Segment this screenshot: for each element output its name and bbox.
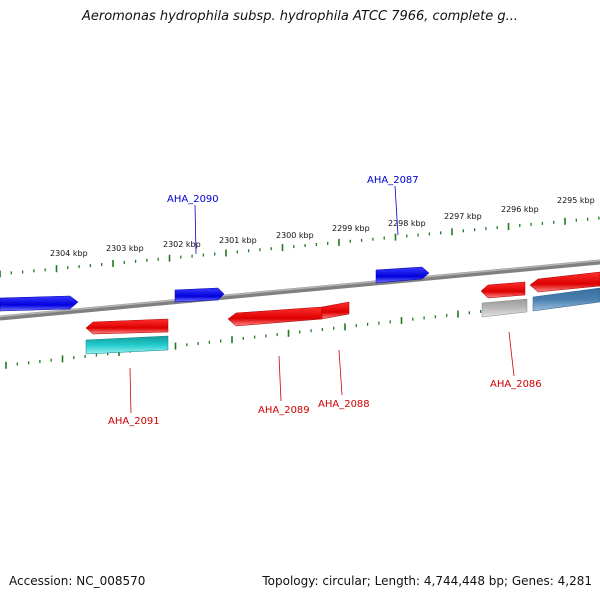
gene-arrow-aha-2090[interactable] [174,287,225,303]
forward-strand-genes [0,266,430,312]
reverse-strand-genes [85,271,600,335]
genome-title: Aeromonas hydrophila subsp. hydrophila A… [81,9,519,24]
leader-line [508,331,515,377]
gene-arrow-aha-2086[interactable] [480,281,526,299]
gene-arrow-aha-2089[interactable] [227,306,323,327]
scale-label: 2304 kbp [50,249,88,258]
scale-label: 2296 kbp [501,205,539,214]
scale-label: 2298 kbp [388,219,426,228]
gene-label-aha-2087[interactable]: AHA_2087 [367,175,419,186]
genome-summary-text: Topology: circular; Length: 4,744,448 bp… [262,574,592,588]
gene-arrow-aha-2088[interactable] [321,301,350,320]
gene-label-aha-2090[interactable]: AHA_2090 [167,194,219,205]
feature-cds-steelblue[interactable] [532,287,600,312]
leader-line [394,185,399,236]
scale-label: 2295 kbp [557,196,595,205]
scale-label: 2300 kbp [276,231,314,240]
leader-line [194,204,197,255]
feature-cds-cyan[interactable] [85,335,169,355]
other-features [85,287,600,355]
label-leader-lines [129,185,515,414]
leader-line [278,355,282,402]
genome-backbone-highlight [0,259,600,318]
scale-label: 2299 kbp [332,224,370,233]
leader-line [129,367,132,414]
gene-arrow-reverse[interactable] [529,271,600,293]
gene-label-aha-2088[interactable]: AHA_2088 [318,399,370,410]
scale-label: 2302 kbp [163,240,201,249]
gene-label-aha-2086[interactable]: AHA_2086 [490,379,542,390]
scale-label: 2301 kbp [219,236,257,245]
scale-label: 2297 kbp [444,212,482,221]
genome-backbone [0,259,600,321]
outer-scale-ticks [0,216,600,278]
gene-labels: AHA_2090 AHA_2087 AHA_2091 AHA_2089 AHA_… [108,175,542,427]
scale-label: 2303 kbp [106,244,144,253]
scale-labels: 2304 kbp 2303 kbp 2302 kbp 2301 kbp 2300… [50,196,595,258]
gene-label-aha-2089[interactable]: AHA_2089 [258,405,310,416]
feature-pseudo-gray[interactable] [481,298,528,318]
accession-text: Accession: NC_008570 [9,574,146,588]
leader-line [338,349,343,396]
gene-arrow-forward[interactable] [0,295,79,312]
gene-arrow-aha-2091[interactable] [85,318,169,335]
gene-arrow-aha-2087[interactable] [375,266,430,284]
gene-label-aha-2091[interactable]: AHA_2091 [108,416,160,427]
